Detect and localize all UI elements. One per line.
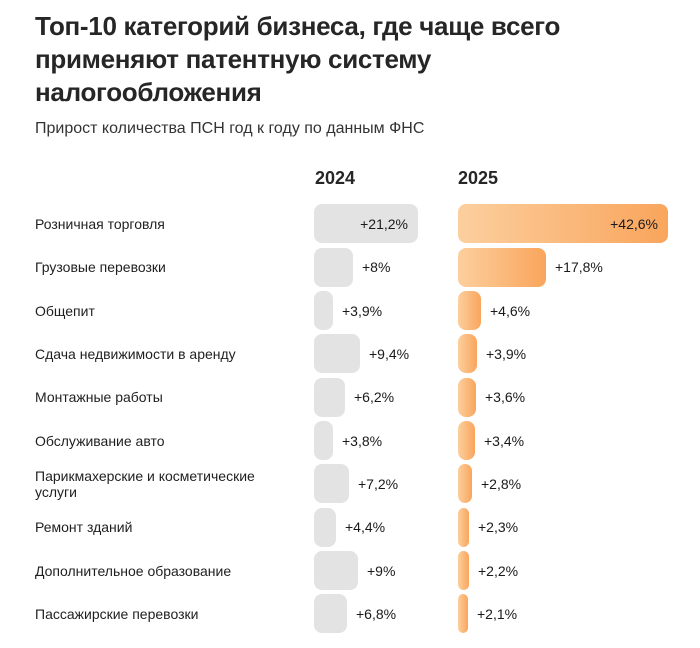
page-subtitle: Прирост количества ПСН год к году по дан… xyxy=(35,120,425,137)
bar-2025 xyxy=(458,551,469,591)
bar-2025 xyxy=(458,507,469,547)
bar-2025 xyxy=(458,464,472,504)
chart-row: Монтажные работы +6,2% +3,6% xyxy=(0,376,700,419)
category-label: Грузовые перевозки xyxy=(35,259,166,276)
category-label: Общепит xyxy=(35,302,95,319)
chart-row: Сдача недвижимости в аренду +9,4% +3,9% xyxy=(0,332,700,375)
value-label-2024: +9% xyxy=(367,562,396,579)
chart-row: Общепит +3,9% +4,6% xyxy=(0,289,700,332)
value-label-2024: +3,8% xyxy=(342,432,383,449)
category-label: Монтажные работы xyxy=(35,389,163,406)
bar-2024 xyxy=(314,594,347,634)
bar-2024 xyxy=(314,334,360,374)
bar-2024 xyxy=(314,464,349,504)
value-label-2025: +2,1% xyxy=(477,605,518,622)
chart-row: Грузовые перевозки +8% +17,8% xyxy=(0,246,700,289)
value-label-2025: +42,6% xyxy=(610,215,658,232)
bar-2025 xyxy=(458,421,475,461)
bar-2025 xyxy=(458,594,468,634)
column-header-2025: 2025 xyxy=(458,168,499,188)
chart-row: Обслуживание авто +3,8% +3,4% xyxy=(0,419,700,462)
category-label: Сдача недвижимости в аренду xyxy=(35,345,236,362)
value-label-2025: +2,2% xyxy=(478,562,519,579)
value-label-2025: +3,9% xyxy=(486,345,527,362)
chart-row: Ремонт зданий +4,4% +2,3% xyxy=(0,506,700,549)
chart-row: Розничная торговля +21,2% +42,6% xyxy=(0,202,700,245)
bar-2024 xyxy=(314,551,358,591)
category-label: Обслуживание авто xyxy=(35,432,165,449)
value-label-2024: +7,2% xyxy=(358,475,399,492)
value-label-2024: +9,4% xyxy=(369,345,410,362)
bar-2024 xyxy=(314,377,345,417)
category-label: Пассажирские перевозки xyxy=(35,605,199,622)
category-label: Дополнительное образование xyxy=(35,562,232,579)
page-title: Топ-10 категорий бизнеса, где чаще всего… xyxy=(35,11,561,107)
bar-2024 xyxy=(314,204,418,244)
value-label-2024: +6,8% xyxy=(356,605,397,622)
chart-row: Парикмахерские и косметические услуги +7,… xyxy=(0,462,700,505)
column-header-2024: 2024 xyxy=(315,168,356,188)
value-label-2024: +3,9% xyxy=(342,302,383,319)
bar-2025 xyxy=(458,204,668,244)
bar-2025 xyxy=(458,247,546,287)
value-label-2024: +8% xyxy=(362,259,391,276)
bar-2025 xyxy=(458,377,476,417)
value-label-2025: +3,6% xyxy=(485,389,526,406)
bar-2025 xyxy=(458,291,481,330)
value-label-2025: +2,3% xyxy=(478,519,519,536)
value-label-2025: +3,4% xyxy=(484,432,525,449)
category-label: Розничная торговля xyxy=(35,215,165,232)
value-label-2025: +2,8% xyxy=(481,475,522,492)
chart-row: Дополнительное образование +9% +2,2% xyxy=(0,549,700,592)
bar-2024 xyxy=(314,421,333,461)
bar-2024 xyxy=(314,291,333,330)
value-label-2024: +21,2% xyxy=(360,215,408,232)
chart-row: Пассажирские перевозки +6,8% +2,1% xyxy=(0,592,700,635)
category-label: Ремонт зданий xyxy=(35,519,133,536)
bar-2025 xyxy=(458,334,477,374)
category-label: Парикмахерские и косметические услуги xyxy=(35,467,255,500)
bar-2024 xyxy=(314,247,353,287)
value-label-2025: +4,6% xyxy=(490,302,531,319)
value-label-2024: +6,2% xyxy=(354,389,395,406)
value-label-2025: +17,8% xyxy=(555,259,603,276)
bar-2024 xyxy=(314,507,336,547)
value-label-2024: +4,4% xyxy=(345,519,386,536)
